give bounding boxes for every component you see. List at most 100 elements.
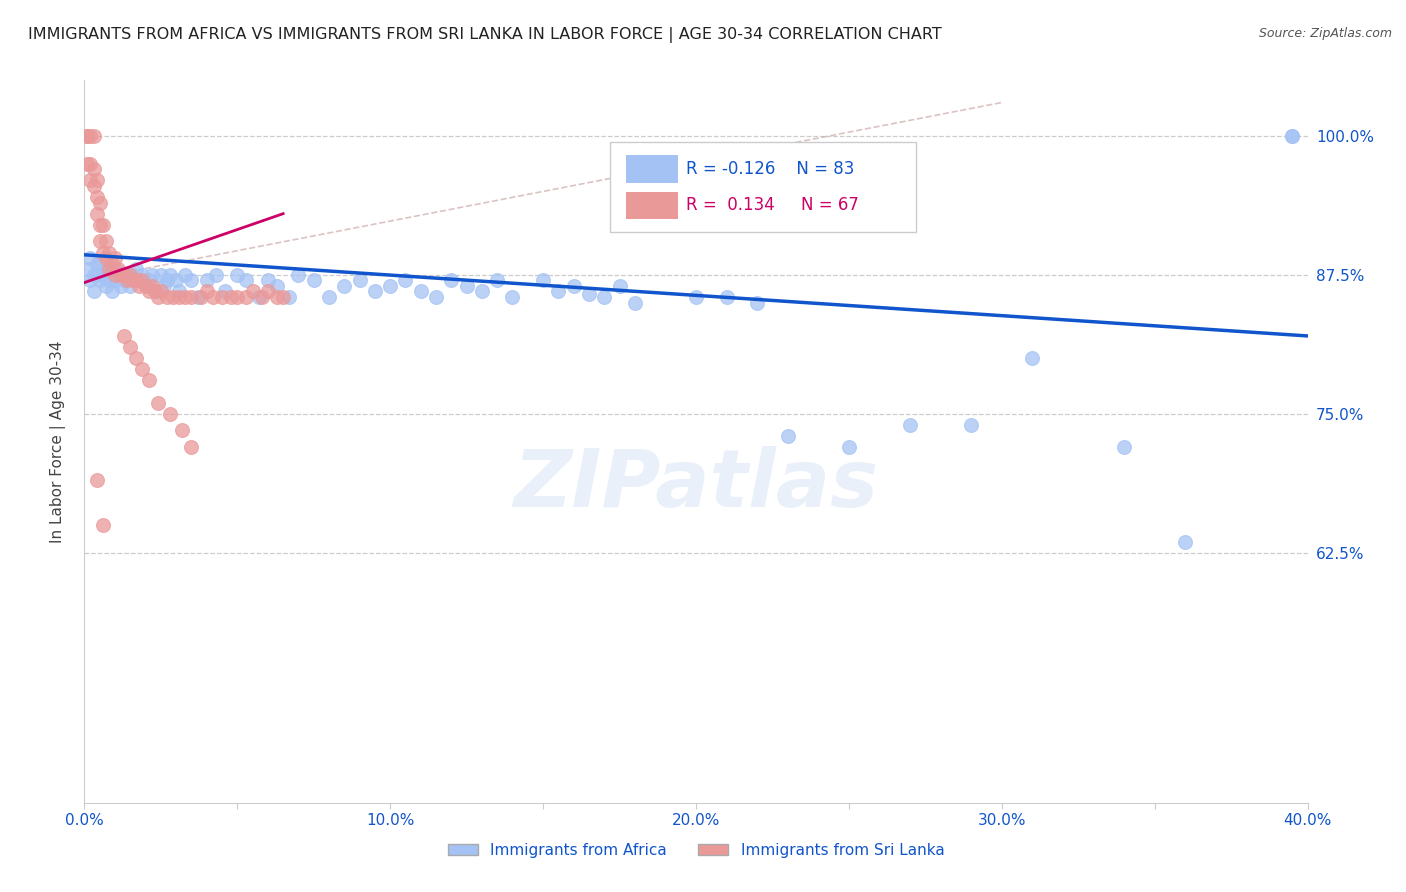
Point <box>83 178 105 193</box>
Text: R = -0.126    N = 83: R = -0.126 N = 83 <box>686 161 855 178</box>
Point <box>112 273 135 287</box>
Point <box>112 329 135 343</box>
Point <box>86 190 108 204</box>
Point <box>578 286 600 301</box>
Point <box>91 218 114 232</box>
Point <box>685 290 707 304</box>
Point <box>138 285 160 299</box>
Point <box>716 290 738 304</box>
Point <box>174 268 197 282</box>
Point <box>141 279 163 293</box>
Legend: Immigrants from Africa, Immigrants from Sri Lanka: Immigrants from Africa, Immigrants from … <box>441 837 950 863</box>
Point <box>266 290 288 304</box>
Point <box>380 279 402 293</box>
Point <box>456 279 478 293</box>
Point <box>257 285 280 299</box>
Point <box>149 285 172 299</box>
Point <box>89 218 111 232</box>
Point <box>135 279 157 293</box>
Point <box>135 279 157 293</box>
Point <box>131 273 153 287</box>
Point <box>125 262 148 277</box>
Point <box>214 285 236 299</box>
Point <box>547 285 569 299</box>
Point <box>235 273 257 287</box>
Point <box>89 273 111 287</box>
Point <box>960 417 983 432</box>
Point <box>838 440 860 454</box>
Point <box>1281 128 1303 143</box>
FancyBboxPatch shape <box>626 192 678 219</box>
Point <box>226 268 249 282</box>
Point <box>86 173 108 187</box>
Text: R =  0.134     N = 67: R = 0.134 N = 67 <box>686 196 859 214</box>
Point <box>91 517 114 532</box>
Point <box>242 285 264 299</box>
Point <box>83 162 105 177</box>
Point <box>104 262 127 277</box>
Point <box>174 290 197 304</box>
Point <box>167 290 190 304</box>
Point <box>156 290 179 304</box>
Point <box>201 290 224 304</box>
Point <box>898 417 921 432</box>
Point <box>271 290 294 304</box>
Point <box>425 290 447 304</box>
Point <box>110 268 132 282</box>
Point <box>180 273 202 287</box>
Point <box>89 235 111 249</box>
Point <box>115 273 138 287</box>
Point <box>609 279 631 293</box>
Point <box>349 273 371 287</box>
Point <box>79 251 101 265</box>
Point <box>94 235 117 249</box>
Point <box>219 290 242 304</box>
Point <box>250 290 273 304</box>
Point <box>593 290 616 304</box>
Point <box>531 273 554 287</box>
Point <box>226 290 249 304</box>
Point <box>186 290 208 304</box>
Y-axis label: In Labor Force | Age 30-34: In Labor Force | Age 30-34 <box>49 340 66 543</box>
Point <box>190 290 212 304</box>
Point <box>1114 440 1136 454</box>
Point <box>125 351 148 366</box>
Point <box>747 295 769 310</box>
Point <box>94 279 117 293</box>
Point <box>107 268 129 282</box>
Point <box>562 279 585 293</box>
Point <box>97 245 120 260</box>
Point <box>128 279 150 293</box>
Point <box>156 273 179 287</box>
Point <box>278 290 301 304</box>
FancyBboxPatch shape <box>626 155 678 183</box>
Point <box>79 173 101 187</box>
Point <box>143 285 166 299</box>
Point <box>149 268 172 282</box>
Point <box>97 268 120 282</box>
Point <box>471 285 494 299</box>
Point <box>1021 351 1043 366</box>
Point <box>76 156 98 170</box>
Point <box>159 407 181 421</box>
Point <box>138 273 160 287</box>
Point <box>83 268 105 282</box>
Point <box>89 257 111 271</box>
Point <box>120 268 142 282</box>
Point <box>83 128 105 143</box>
Point <box>76 262 98 277</box>
Point <box>195 273 218 287</box>
Point <box>318 290 340 304</box>
Point <box>91 268 114 282</box>
Point <box>146 395 169 409</box>
Point <box>101 285 124 299</box>
Point <box>141 268 163 282</box>
Point <box>120 279 142 293</box>
Point <box>409 285 432 299</box>
Point <box>131 362 153 376</box>
Point <box>153 279 176 293</box>
Point <box>107 262 129 277</box>
Point <box>440 273 463 287</box>
Point <box>115 268 138 282</box>
Point <box>128 273 150 287</box>
